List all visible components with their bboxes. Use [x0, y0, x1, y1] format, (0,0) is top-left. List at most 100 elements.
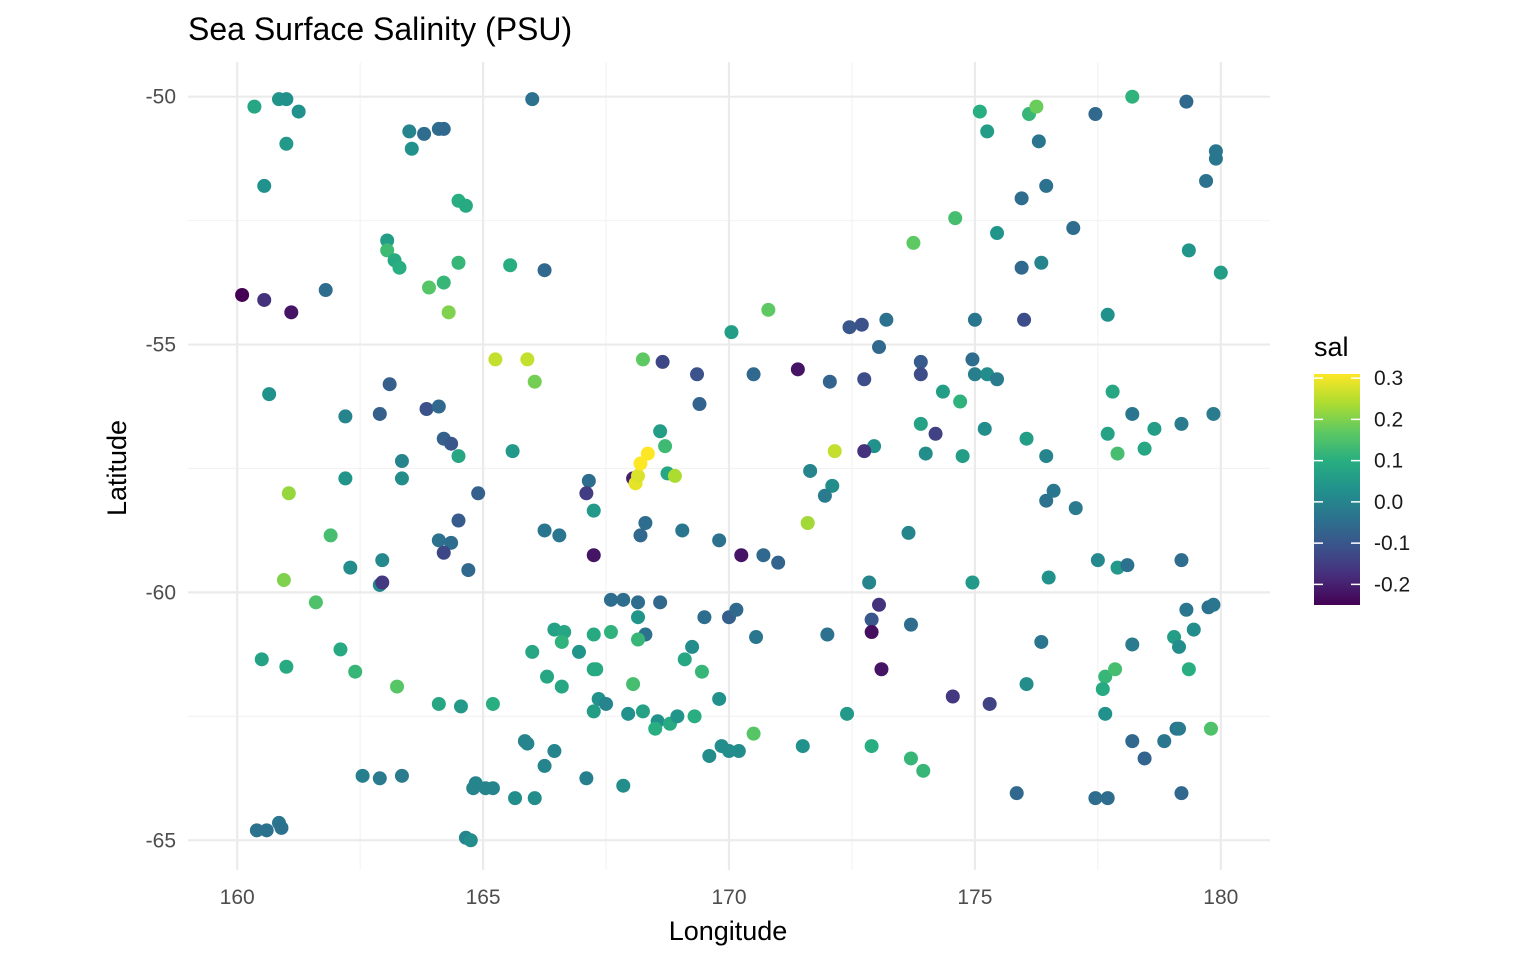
legend-label: -0.1: [1374, 532, 1410, 555]
data-points: [235, 89, 1228, 848]
data-point: [249, 823, 264, 838]
data-point: [694, 664, 709, 679]
data-point: [308, 595, 323, 610]
data-point: [864, 625, 879, 640]
data-point: [471, 486, 486, 501]
data-point: [586, 548, 601, 563]
data-point: [817, 488, 832, 503]
data-point: [1206, 597, 1221, 612]
data-point: [284, 305, 299, 320]
data-point: [690, 367, 705, 382]
data-point: [257, 178, 272, 193]
data-point: [586, 627, 601, 642]
data-point: [675, 523, 690, 538]
data-point: [1125, 406, 1140, 421]
x-tick-label: 180: [1203, 886, 1238, 909]
data-point: [990, 372, 1005, 387]
data-point: [589, 662, 604, 677]
data-point: [697, 610, 712, 625]
data-point: [729, 602, 744, 617]
data-point: [1090, 553, 1105, 568]
x-tick-label: 165: [466, 886, 501, 909]
data-point: [527, 791, 542, 806]
data-point: [520, 352, 535, 367]
data-point: [1100, 791, 1115, 806]
data-point: [803, 463, 818, 478]
data-point: [505, 444, 520, 459]
data-point: [1017, 312, 1032, 327]
data-point: [380, 243, 395, 258]
data-point: [444, 436, 459, 451]
data-point: [1199, 173, 1214, 188]
data-point: [1110, 446, 1125, 461]
data-point: [635, 352, 650, 367]
data-point: [281, 486, 296, 501]
data-point: [633, 456, 648, 471]
data-point: [631, 595, 646, 610]
data-point: [903, 617, 918, 632]
color-legend: sal 0.3 0.2 0.1 0.0 -0.1 -0.2: [1314, 332, 1410, 605]
data-point: [279, 659, 294, 674]
data-point: [1181, 662, 1196, 677]
data-point: [928, 426, 943, 441]
data-point: [1014, 191, 1029, 206]
data-point: [935, 384, 950, 399]
data-point: [235, 287, 250, 302]
data-point: [394, 471, 409, 486]
data-point: [746, 367, 761, 382]
data-point: [451, 513, 466, 528]
data-point: [1213, 265, 1228, 280]
data-point: [343, 560, 358, 575]
data-point: [965, 575, 980, 590]
data-point: [451, 449, 466, 464]
data-point: [820, 627, 835, 642]
data-point: [842, 320, 857, 335]
data-point: [702, 748, 717, 763]
data-point: [953, 394, 968, 409]
x-tick-label: 170: [711, 886, 746, 909]
data-point: [1034, 634, 1049, 649]
legend-title: sal: [1314, 332, 1349, 362]
data-point: [800, 516, 815, 531]
gridlines: [188, 62, 1270, 870]
data-point: [862, 575, 877, 590]
data-point: [972, 104, 987, 119]
data-point: [380, 233, 395, 248]
legend-label: 0.0: [1374, 491, 1403, 514]
data-point: [631, 632, 646, 647]
data-point: [1029, 99, 1044, 114]
legend-colorbar: [1314, 374, 1360, 605]
data-point: [527, 374, 542, 389]
data-point: [1039, 493, 1054, 508]
data-point: [259, 823, 274, 838]
data-point: [879, 312, 894, 327]
data-point: [906, 235, 921, 250]
legend-label: -0.2: [1374, 573, 1410, 596]
data-point: [372, 406, 387, 421]
data-point: [394, 768, 409, 783]
data-point: [279, 92, 294, 107]
data-point: [537, 263, 552, 278]
data-point: [913, 367, 928, 382]
data-point: [874, 662, 889, 677]
data-point: [918, 446, 933, 461]
data-point: [854, 317, 869, 332]
data-point: [436, 275, 451, 290]
data-point: [458, 198, 473, 213]
data-point: [586, 503, 601, 518]
data-point: [653, 424, 668, 439]
data-point: [338, 471, 353, 486]
data-point: [581, 473, 596, 488]
data-point: [756, 548, 771, 563]
y-tick-label: -55: [146, 334, 176, 357]
data-point: [653, 595, 668, 610]
data-point: [626, 677, 641, 692]
data-point: [540, 669, 555, 684]
data-point: [333, 642, 348, 657]
data-point: [338, 409, 353, 424]
data-point: [554, 679, 569, 694]
data-point: [749, 630, 764, 645]
data-point: [913, 416, 928, 431]
data-point: [552, 528, 567, 543]
data-point: [864, 612, 879, 627]
